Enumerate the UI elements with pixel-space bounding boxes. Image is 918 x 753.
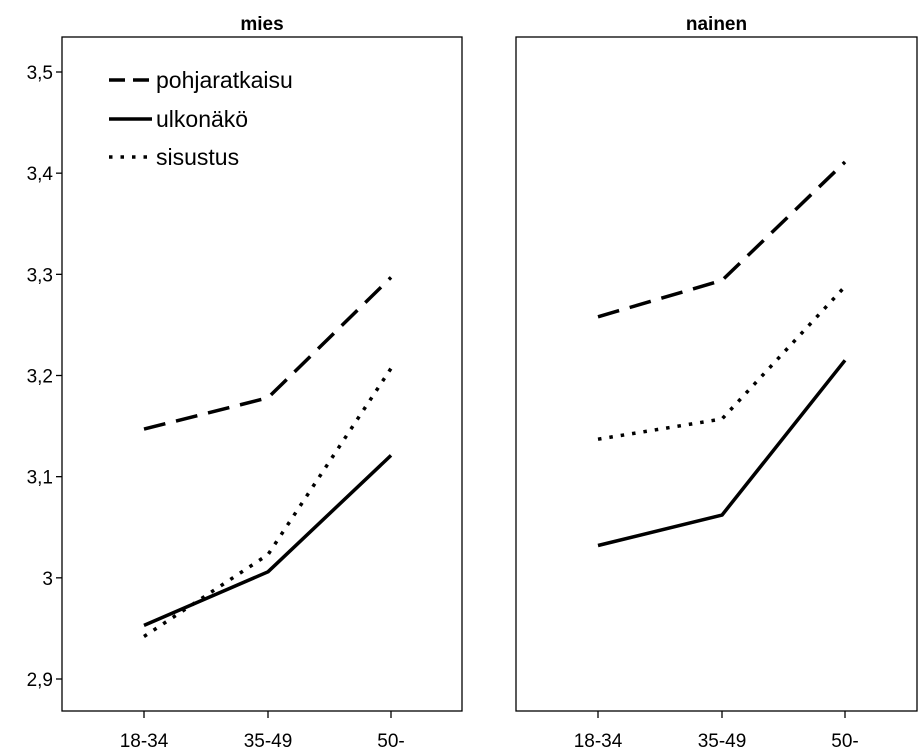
series-line-pohjaratkaisu xyxy=(597,160,847,319)
plot-frame xyxy=(61,36,463,712)
y-tick-label: 3,3 xyxy=(27,265,53,286)
legend-item: sisustus xyxy=(109,144,239,170)
x-tick-label: 18-34 xyxy=(120,731,169,752)
legend-label: ulkonäkö xyxy=(156,106,248,132)
panel-nainen: nainen 18-34 35-49 50- xyxy=(515,14,918,752)
legend-item: ulkonäkö xyxy=(109,106,248,132)
series-line-ulkonäkö xyxy=(597,359,847,548)
legend: pohjaratkaisu ulkonäkö sisustus xyxy=(109,67,293,170)
y-tick-label: 3 xyxy=(42,569,53,590)
y-tick-label: 3,1 xyxy=(27,468,53,489)
series-line-sisustus xyxy=(597,285,847,441)
y-tick-label: 3,2 xyxy=(27,367,53,388)
series-line-sisustus xyxy=(143,367,393,638)
panel-title: nainen xyxy=(686,14,747,35)
y-tick-label: 2,9 xyxy=(27,670,53,691)
x-tick-label: 18-34 xyxy=(574,731,623,752)
legend-item: pohjaratkaisu xyxy=(109,67,293,93)
x-tick-label: 50- xyxy=(377,731,404,752)
series-line-ulkonäkö xyxy=(143,454,393,628)
x-tick-label: 35-49 xyxy=(244,731,293,752)
legend-label: pohjaratkaisu xyxy=(156,67,293,93)
legend-label: sisustus xyxy=(156,144,239,170)
plot-frame xyxy=(515,36,918,712)
x-tick-label: 35-49 xyxy=(698,731,747,752)
panel-mies: mies 2,9 3 3,1 3,2 3,3 3,4 3,5 18-34 35-49 50- xyxy=(27,14,463,752)
panel-title: mies xyxy=(240,14,283,35)
series-line-pohjaratkaisu xyxy=(143,276,393,431)
y-tick-label: 3,4 xyxy=(27,164,54,185)
x-tick-label: 50- xyxy=(831,731,858,752)
y-tick-label: 3,5 xyxy=(27,63,53,84)
